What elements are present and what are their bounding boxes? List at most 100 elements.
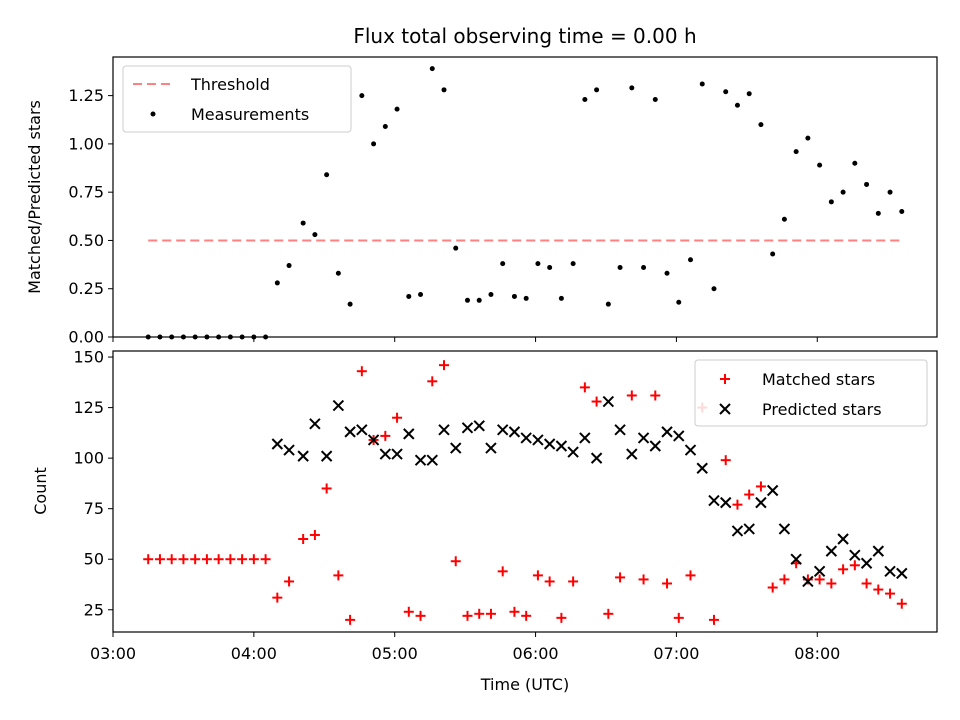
measurement-point	[511, 293, 517, 299]
predicted-star-point	[720, 496, 732, 509]
x-tick-label: 06:00	[513, 644, 559, 663]
measurement-point	[840, 189, 846, 195]
predicted-star-point	[555, 440, 568, 452]
predicted-star-point	[579, 432, 591, 444]
measurement-point	[758, 122, 764, 128]
matched-star-point	[650, 390, 661, 401]
matched-star-point	[521, 610, 532, 621]
measurement-point	[887, 189, 893, 195]
predicted-star-point	[367, 434, 380, 446]
matched-star-point	[532, 570, 543, 581]
matched-star-point	[814, 574, 825, 585]
measurement-point	[418, 292, 424, 298]
matched-star-point	[849, 560, 860, 571]
measurement-point	[382, 124, 388, 130]
predicted-star-point	[271, 438, 284, 450]
matched-star-point	[333, 570, 344, 581]
measurement-point	[500, 261, 506, 267]
predicted-star-point	[790, 553, 802, 565]
matched-star-point	[143, 554, 154, 565]
x-tick-label: 05:00	[372, 644, 418, 663]
measurement-point	[699, 81, 705, 87]
measurement-point	[605, 301, 611, 307]
measurement-point	[582, 96, 588, 102]
predicted-star-point	[590, 452, 603, 464]
y-tick-label: 75	[84, 499, 104, 518]
matched-star-point	[826, 578, 837, 589]
y-tick-label: 0.50	[68, 231, 104, 250]
x-tick-label: 04:00	[231, 644, 277, 663]
matched-star-point	[779, 574, 790, 585]
measurement-point	[324, 172, 330, 178]
measurement-point	[652, 96, 658, 102]
measurement-point	[828, 199, 834, 205]
matched-star-point	[732, 499, 743, 510]
y-tick-label: 1.25	[68, 86, 104, 105]
measurement-point	[770, 251, 776, 257]
predicted-star-point	[283, 444, 295, 456]
measurement-point	[286, 263, 292, 269]
matched-legend-swatch	[720, 374, 730, 384]
matched-star-point	[838, 564, 849, 575]
matched-star-point	[662, 578, 673, 589]
predicted-star-point	[708, 494, 720, 507]
matched-legend-label: Matched stars	[762, 370, 875, 389]
measurement-point	[805, 135, 811, 141]
predicted-star-point	[391, 448, 403, 460]
predicted-star-point	[403, 428, 415, 440]
count-legend: Matched stars Predicted stars	[694, 359, 928, 427]
matched-star-point	[284, 576, 295, 587]
matched-legend-marker	[720, 374, 730, 384]
measurement-point	[875, 210, 881, 216]
matched-star-point	[403, 606, 414, 617]
matched-star-point	[720, 455, 731, 466]
ratio-legend-box	[122, 65, 352, 133]
predicted-star-point	[731, 525, 744, 537]
count-panel: 25 50 75 100 125 150 03:00 04:00 05:00 06:00 07:0…	[31, 348, 938, 694]
predicted-star-point	[332, 399, 345, 412]
predicted-star-point	[872, 545, 885, 557]
matched-star-point	[509, 606, 520, 617]
predicted-star-point	[450, 442, 462, 454]
matched-star-point	[190, 554, 201, 565]
measurement-point	[746, 91, 752, 97]
measurement-point	[406, 293, 412, 299]
count-plot-frame	[112, 350, 938, 633]
measurement-point	[594, 87, 600, 93]
ratio-plot-frame	[112, 56, 938, 338]
matched-star-point	[755, 481, 766, 492]
matched-star-point	[591, 396, 602, 407]
predicted-star-point	[860, 557, 873, 569]
measurement-point	[558, 295, 564, 301]
y-tick-label: 125	[73, 398, 104, 417]
predicted-star-point	[567, 446, 579, 458]
matched-star-point	[356, 366, 367, 377]
predicted-star-point	[684, 444, 697, 456]
matched-star-point	[298, 534, 309, 545]
x-tick-label: 07:00	[653, 644, 699, 663]
measurement-point	[817, 162, 823, 168]
matched-star-point	[237, 554, 248, 565]
measurement-point	[570, 261, 576, 267]
matched-star-point	[497, 566, 508, 577]
x-axis-label: Time (UTC)	[480, 675, 569, 694]
predicted-star-point	[802, 575, 814, 588]
ratio-y-ticks: 0.00 0.25 0.50 0.75 1.00 1.25	[68, 86, 113, 347]
matched-star-point	[685, 570, 696, 581]
y-tick-label: 0.00	[68, 328, 104, 347]
predicted-star-point	[696, 462, 708, 474]
count-x-ticks: 03:00 04:00 05:00 06:00 07:00 08:00	[90, 632, 840, 663]
matched-star-point	[767, 582, 778, 593]
matched-star-point	[579, 382, 590, 393]
matched-star-point	[556, 612, 567, 623]
measurement-point	[394, 106, 400, 112]
predicted-star-point	[543, 438, 556, 450]
count-marks	[143, 360, 908, 625]
measurement-point	[629, 85, 635, 91]
matched-star-point	[861, 578, 872, 589]
predicted-star-point	[637, 432, 650, 444]
measurement-point	[899, 208, 905, 214]
matched-star-point	[896, 598, 907, 609]
y-tick-label: 0.75	[68, 183, 104, 202]
measurement-point	[453, 245, 459, 251]
